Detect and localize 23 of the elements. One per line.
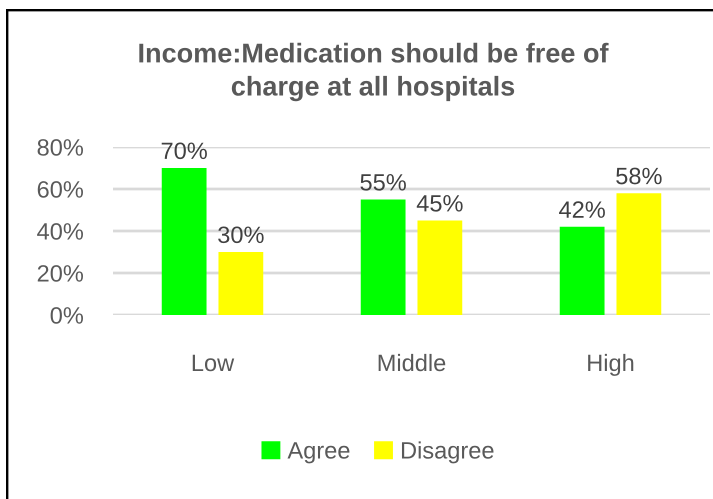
y-tick-label: 80% [38,139,83,156]
chart-title: Income:Medication should be free of charge at all hospitals [139,42,609,102]
data-label: 42% [559,201,605,218]
x-tick-label: Middle [378,354,446,372]
bar [218,252,264,315]
y-tick-label: 0% [50,307,83,324]
x-tick-label: High [588,354,634,376]
x-tick-label: Low [192,354,234,372]
data-label: 45% [416,195,463,212]
data-label: 30% [218,226,264,244]
data-label: 70% [162,142,207,160]
bar [560,226,605,315]
bar [417,220,462,315]
bar [360,200,406,315]
data-label: 55% [360,174,406,191]
legend-label: Agree [288,442,350,464]
data-label: 58% [616,168,662,184]
bar [616,193,662,315]
y-tick-label: 20% [38,265,83,282]
legend-label: Disagree [402,441,494,464]
y-tick-label: 60% [38,181,83,198]
y-tick-label: 40% [37,223,83,240]
bar [162,168,207,315]
